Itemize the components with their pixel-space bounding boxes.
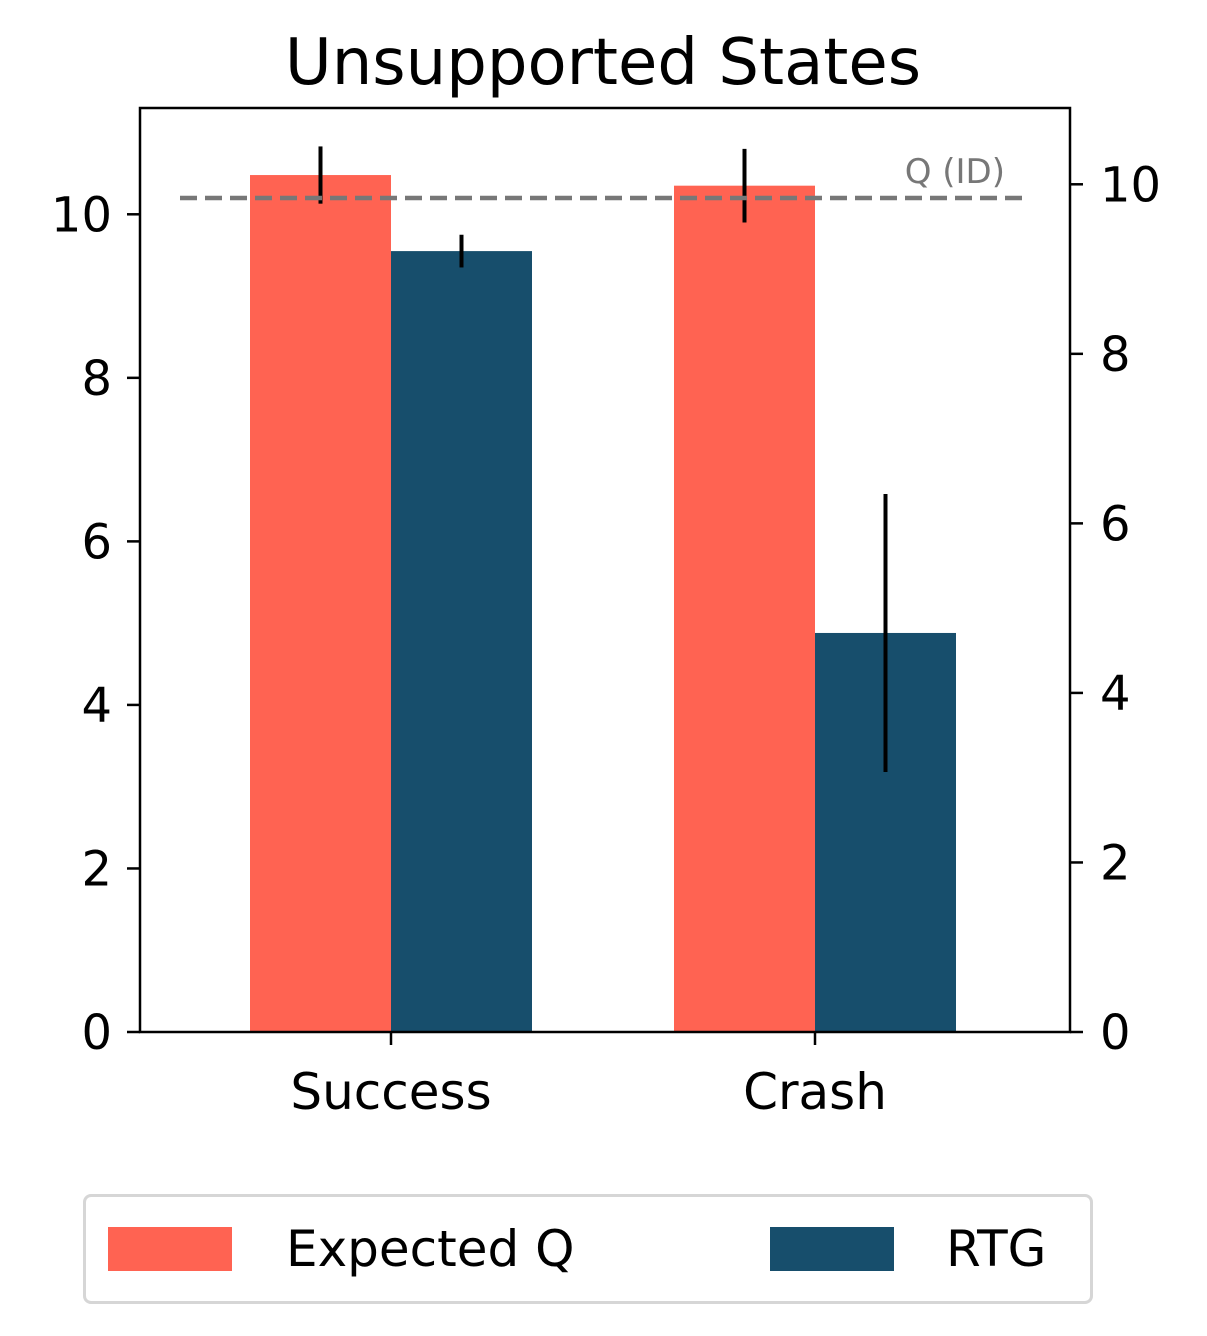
right-y-tick-label-4: 4	[1100, 666, 1131, 722]
x-tick-label-success: Success	[290, 1063, 491, 1121]
right-y-tick-label-6: 6	[1100, 496, 1131, 552]
right-y-tick-label-10: 10	[1100, 157, 1161, 213]
bar-success-expected-q	[250, 175, 391, 1032]
plot-frame	[138, 106, 1072, 1034]
legend-swatch-expected-q	[108, 1227, 232, 1271]
left-y-tick-label-0: 0	[81, 1005, 112, 1061]
x-tick-label-crash: Crash	[743, 1063, 887, 1121]
left-y-tick-label-10: 10	[51, 187, 112, 243]
bar-crash-expected-q	[674, 185, 815, 1033]
left-y-tick-label-6: 6	[81, 514, 112, 570]
reference-line-label: Q (ID)	[905, 152, 1005, 192]
left-y-tick-label-2: 2	[81, 841, 112, 897]
chart-title: Unsupported States	[285, 26, 921, 100]
left-y-tick-label-4: 4	[81, 678, 112, 734]
left-y-tick-label-8: 8	[81, 351, 112, 407]
chart: Unsupported States Q (ID) 0 2 4 6 8 10 0 2 4 6 8 10…	[51, 26, 1161, 1121]
legend-item-rtg: RTG	[770, 1197, 1046, 1301]
right-y-tick-label-2: 2	[1100, 835, 1131, 891]
legend-swatch-rtg	[770, 1227, 894, 1271]
legend: Expected Q RTG	[83, 1194, 1093, 1304]
legend-item-expected-q: Expected Q	[108, 1197, 575, 1301]
bar-success-rtg	[391, 251, 532, 1032]
legend-label-rtg: RTG	[946, 1220, 1047, 1278]
legend-label-expected-q: Expected Q	[286, 1220, 575, 1278]
right-y-tick-label-8: 8	[1100, 327, 1131, 383]
right-y-tick-label-0: 0	[1100, 1005, 1131, 1061]
